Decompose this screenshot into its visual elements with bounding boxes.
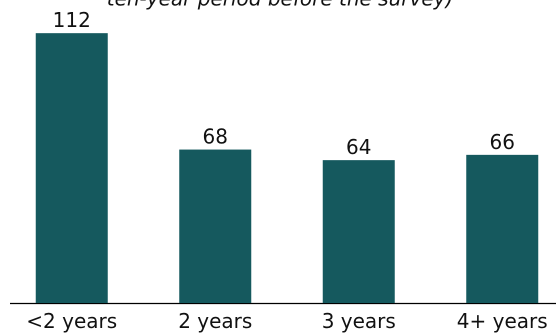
x-tick-label: 4+ years — [457, 309, 548, 333]
chart-subtitle: ten-year period before the survey) — [107, 0, 454, 11]
value-label: 68 — [203, 125, 228, 149]
x-tick-label: 3 years — [322, 309, 396, 333]
bar — [322, 160, 395, 303]
value-label: 112 — [53, 8, 91, 32]
value-label: 64 — [346, 135, 371, 159]
x-tick-label: <2 years — [26, 309, 117, 333]
bar — [35, 33, 108, 303]
x-tick-label: 2 years — [178, 309, 252, 333]
bar — [466, 154, 539, 303]
bar — [179, 149, 252, 303]
value-label: 66 — [490, 130, 515, 154]
